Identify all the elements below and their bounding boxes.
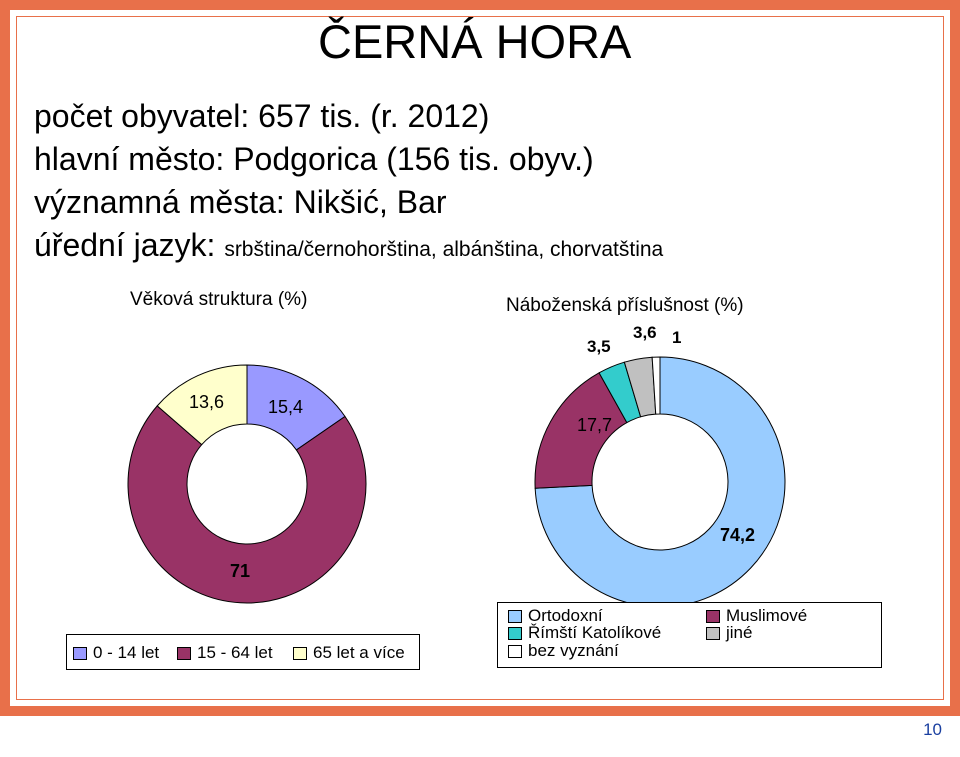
- data-label: 3,6: [633, 323, 657, 342]
- data-label: 1: [672, 328, 681, 347]
- legend-item-muslimove: Muslimové: [706, 606, 807, 626]
- data-label: 71: [230, 561, 250, 581]
- donut-slice-bez-vyzn-n-: [651, 356, 661, 415]
- language-value: srbština/černohorština, albánština, chor…: [224, 238, 664, 261]
- data-label: 3,5: [587, 337, 611, 356]
- legend-swatch: [706, 610, 720, 624]
- data-label: 17,7: [577, 415, 612, 435]
- slide-frame-top: [0, 0, 960, 10]
- population-line: počet obyvatel: 657 tis. (r. 2012): [34, 98, 490, 134]
- legend-item-65plus: 65 let a více: [293, 643, 405, 663]
- legend-swatch: [508, 610, 522, 624]
- slide-title: ČERNÁ HORA: [318, 15, 632, 68]
- page-number: 10: [923, 720, 942, 739]
- data-labels: 15,4 71 13,6 74,2 17,7 3,5 3,6 1: [189, 323, 755, 581]
- legend-swatch: [706, 627, 720, 641]
- donut-slice-65-let-a-v-ce: [156, 364, 248, 446]
- religion-legend: Ortodoxní Muslimové Římští Katolíkové ji…: [497, 602, 882, 668]
- cities-line: významná města: Nikšić, Bar: [34, 184, 447, 220]
- religion-chart-title: Náboženská příslušnost (%): [506, 295, 744, 316]
- legend-swatch: [508, 645, 522, 659]
- legend-item-jine: jiné: [706, 623, 752, 643]
- legend-item-15-64: 15 - 64 let: [177, 643, 273, 663]
- slide-frame-left: [0, 0, 10, 716]
- data-label: 15,4: [268, 397, 303, 417]
- capital-line: hlavní město: Podgorica (156 tis. obyv.): [34, 141, 594, 177]
- legend-item-ortodoxni: Ortodoxní: [508, 606, 603, 626]
- data-label: 74,2: [720, 525, 755, 545]
- donut-slice-15-64-let: [127, 405, 367, 604]
- legend-swatch: [73, 647, 87, 661]
- age-chart-title: Věková struktura (%): [130, 289, 308, 310]
- slide-frame-bottom: [0, 706, 960, 716]
- slide-inner-border: [16, 16, 944, 700]
- legend-item-0-14: 0 - 14 let: [73, 643, 159, 663]
- language-line: úřední jazyk: srbština/černohorština, al…: [34, 227, 663, 264]
- religion-donut: [534, 356, 786, 608]
- language-label: úřední jazyk:: [34, 227, 216, 263]
- data-label: 13,6: [189, 392, 224, 412]
- legend-item-katolikove: Římští Katolíkové: [508, 623, 661, 643]
- legend-swatch: [293, 647, 307, 661]
- age-legend: 0 - 14 let 15 - 64 let 65 let a více: [66, 634, 420, 670]
- age-donut: [127, 364, 367, 604]
- legend-swatch: [177, 647, 191, 661]
- slide-frame-right: [950, 0, 960, 716]
- legend-item-bez-vyznani: bez vyznání: [508, 641, 619, 661]
- donut-slice-ortodoxn-: [534, 356, 786, 608]
- legend-swatch: [508, 627, 522, 641]
